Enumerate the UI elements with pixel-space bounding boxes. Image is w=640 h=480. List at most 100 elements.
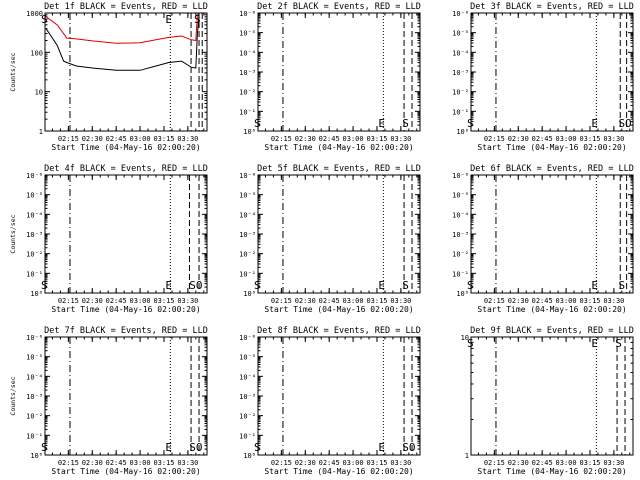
x-tick-label: 02:15	[484, 135, 505, 143]
x-tick-label: 03:15	[366, 459, 387, 467]
y-tick-label: 10⁻⁴	[239, 373, 256, 381]
x-tick-label: 02:45	[532, 135, 553, 143]
x-tick-label: 02:45	[106, 135, 127, 143]
chart-title: Det 3f BLACK = Events, RED = LLD	[470, 2, 634, 12]
x-tick-label: 03:15	[366, 297, 387, 305]
x-tick-label: 02:45	[532, 297, 553, 305]
y-tick-label: 10⁻³	[26, 231, 43, 239]
y-tick-label: 10⁻²	[452, 251, 469, 259]
event-marker-label: S	[254, 117, 261, 130]
event-marker-label: S	[618, 279, 625, 292]
y-tick-label: 10⁻⁵	[26, 192, 43, 200]
x-tick-label: 03:00	[343, 459, 364, 467]
y-tick-label: 10⁻³	[452, 69, 469, 77]
x-tick-label: 02:30	[508, 135, 529, 143]
x-tick-label: 03:15	[366, 135, 387, 143]
x-tick-label: 03:00	[130, 135, 151, 143]
x-tick-label: 03:15	[579, 297, 600, 305]
event-marker-label: E	[378, 279, 385, 292]
plot-frame	[257, 174, 421, 294]
y-tick-label: 10⁻⁶	[26, 334, 43, 342]
event-marker-label: S	[615, 337, 622, 350]
chart-title: Det 1f BLACK = Events, RED = LLD	[44, 2, 208, 12]
plot-frame	[257, 336, 421, 456]
y-tick-label: 10⁻¹	[26, 270, 43, 278]
y-tick-label: 10⁻²	[26, 413, 43, 421]
chart-title: Det 7f BLACK = Events, RED = LLD	[44, 326, 208, 336]
y-tick-label: 10⁻²	[452, 89, 469, 97]
x-tick-label: 02:45	[319, 459, 340, 467]
y-tick-label: 10	[461, 334, 469, 342]
x-tick-label: 02:15	[271, 135, 292, 143]
x-tick-label: 02:15	[58, 135, 79, 143]
x-tick-label: 03:15	[579, 459, 600, 467]
y-tick-label: 10⁻³	[239, 231, 256, 239]
plot-frame	[44, 174, 208, 294]
event-marker-label: S	[402, 117, 409, 130]
x-tick-label: 02:15	[58, 297, 79, 305]
x-tick-label: 03:15	[153, 135, 174, 143]
x-axis-label: Start Time (04-May-16 02:00:20)	[264, 143, 413, 152]
y-tick-label: 10⁻⁶	[26, 172, 43, 180]
event-marker-label: E	[591, 337, 598, 350]
x-axis-label: Start Time (04-May-16 02:00:20)	[51, 305, 200, 314]
y-tick-label: 10⁻⁴	[239, 49, 256, 57]
y-tick-label: 10⁻⁵	[239, 30, 256, 38]
event-marker-label: S	[402, 279, 409, 292]
plot-frame	[44, 12, 208, 132]
y-tick-label: 10⁻³	[239, 69, 256, 77]
y-tick-label: 10⁰	[30, 290, 43, 298]
y-tick-label: 10⁰	[456, 128, 469, 136]
y-tick-label: 10⁻⁶	[452, 172, 469, 180]
y-tick-label: 10⁻⁴	[239, 211, 256, 219]
x-tick-label: 02:45	[106, 459, 127, 467]
x-tick-label: 02:15	[271, 459, 292, 467]
y-tick-label: 10⁻¹	[239, 108, 256, 116]
y-tick-label: 1000	[26, 10, 43, 18]
y-tick-label: 1	[39, 128, 43, 136]
x-tick-label: 02:15	[484, 459, 505, 467]
x-tick-label: 03:30	[390, 297, 411, 305]
y-tick-label: 10⁻⁵	[239, 192, 256, 200]
y-tick-label: 10⁻²	[239, 251, 256, 259]
x-tick-label: 03:00	[130, 459, 151, 467]
chart-title: Det 2f BLACK = Events, RED = LLD	[257, 2, 421, 12]
x-tick-label: 02:45	[319, 297, 340, 305]
data-series-line	[45, 12, 200, 44]
x-tick-label: 02:30	[295, 459, 316, 467]
y-tick-label: 10⁻⁴	[452, 211, 469, 219]
x-tick-label: 03:00	[556, 459, 577, 467]
x-tick-label: 03:30	[177, 459, 198, 467]
x-tick-label: 03:30	[177, 135, 198, 143]
x-tick-label: 02:45	[532, 459, 553, 467]
event-marker-label: S	[254, 279, 261, 292]
y-tick-label: 10⁻¹	[26, 432, 43, 440]
x-tick-label: 02:15	[58, 459, 79, 467]
x-tick-label: 02:45	[319, 135, 340, 143]
plot-frame	[470, 174, 634, 294]
event-marker-label: S	[41, 13, 48, 26]
x-tick-label: 02:30	[82, 135, 103, 143]
y-tick-label: 10⁻¹	[452, 108, 469, 116]
event-marker-label: SO	[618, 117, 631, 130]
event-marker-label: S	[41, 279, 48, 292]
y-tick-label: 10⁻⁶	[239, 172, 256, 180]
y-tick-label: 10⁻¹	[452, 270, 469, 278]
event-marker-label: S	[467, 117, 474, 130]
x-tick-label: 03:15	[579, 135, 600, 143]
x-tick-label: 03:30	[390, 459, 411, 467]
event-marker-label: SO	[189, 279, 202, 292]
x-tick-label: 03:30	[390, 135, 411, 143]
y-tick-label: 10⁰	[243, 452, 256, 460]
y-tick-label: 10⁻¹	[239, 270, 256, 278]
y-axis-label: Counts/sec	[9, 376, 17, 415]
event-marker-label: S	[41, 441, 48, 454]
x-tick-label: 03:15	[153, 297, 174, 305]
chart-title: Det 8f BLACK = Events, RED = LLD	[257, 326, 421, 336]
event-marker-label: SO	[402, 441, 415, 454]
event-marker-label: E	[378, 441, 385, 454]
x-tick-label: 03:00	[343, 135, 364, 143]
x-tick-label: 03:15	[153, 459, 174, 467]
